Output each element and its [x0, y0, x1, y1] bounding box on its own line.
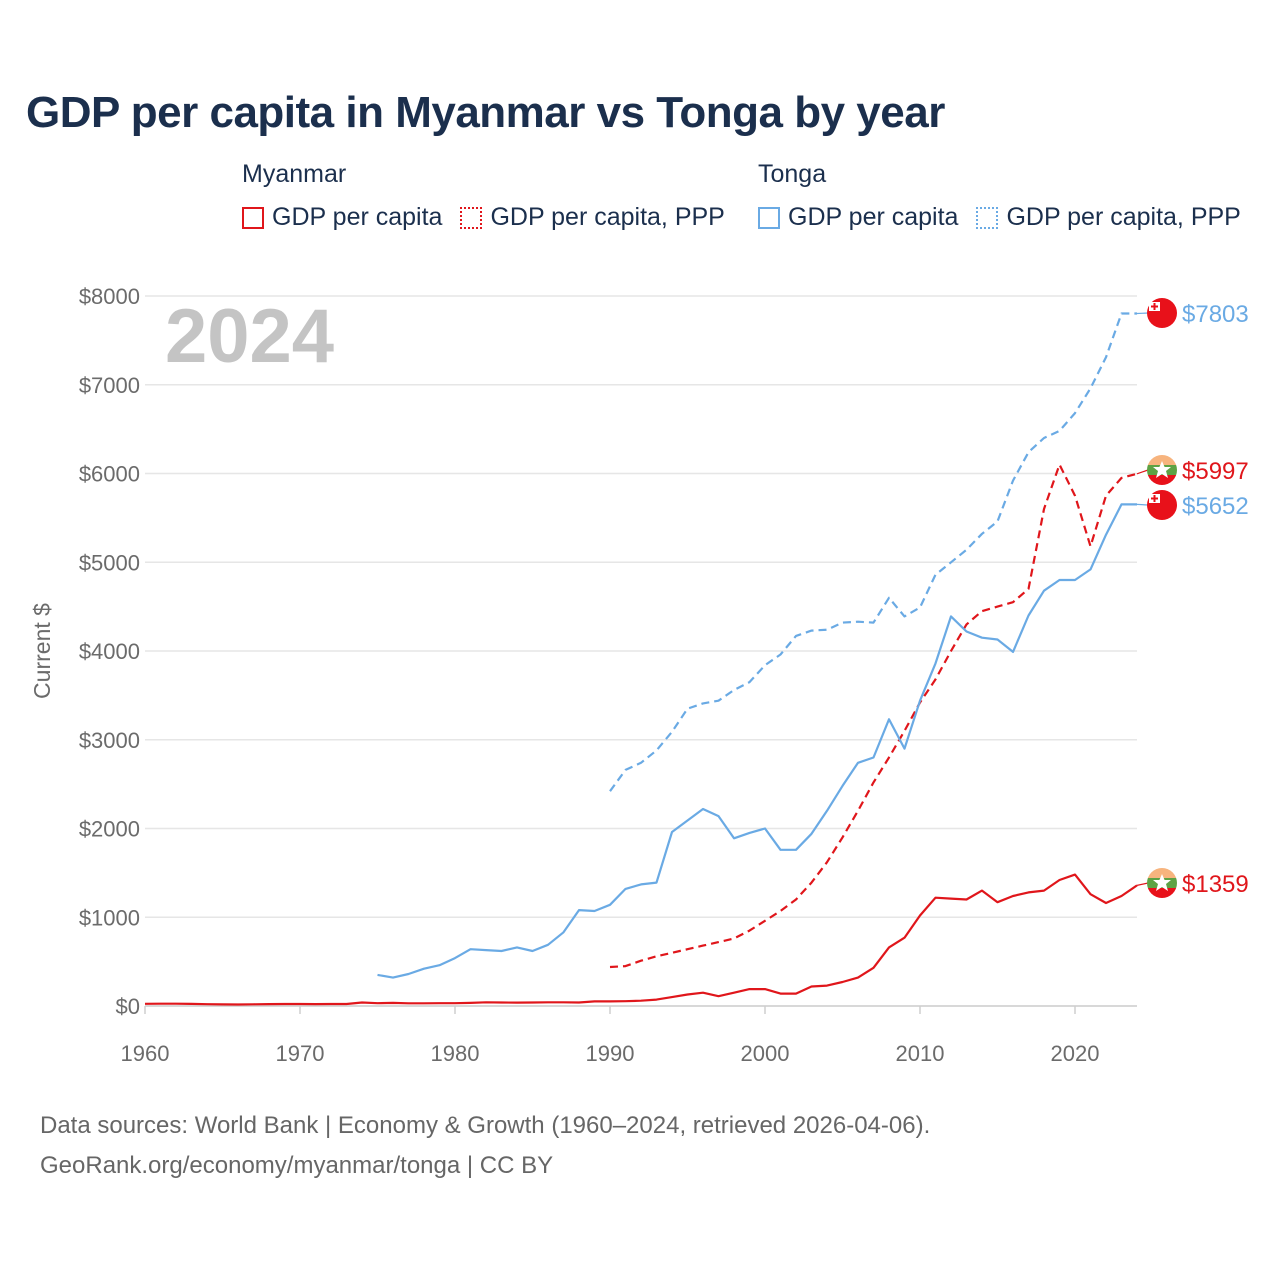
legend-swatch-dotted — [460, 206, 483, 229]
legend-myanmar: Myanmar GDP per capita GDP per capita, P… — [242, 160, 743, 232]
source-url: GeoRank.org/economy/myanmar/tonga | CC B… — [40, 1152, 554, 1179]
footer: Data sources: World Bank | Economy & Gro… — [40, 1106, 930, 1186]
x-tick-label: 1980 — [431, 1041, 480, 1066]
end-value-label: $7803 — [1182, 301, 1249, 328]
y-tick-label: $1000 — [79, 905, 140, 930]
legend-item-label: GDP per capita, PPP — [1006, 203, 1241, 231]
x-tick-label: 2000 — [741, 1041, 790, 1066]
legend-swatch-dotted — [976, 206, 999, 229]
tonga-flag-icon — [1147, 490, 1177, 520]
legend-item-label: GDP per capita — [272, 203, 443, 231]
legend-item-tonga-gdp[interactable]: GDP per capita — [758, 203, 958, 232]
x-tick-label: 2020 — [1051, 1041, 1100, 1066]
line-chart: $0 $1000 $2000 $3000 $4000 $5000 $6000 $7000 $80… — [29, 284, 1249, 1066]
end-connector — [1136, 469, 1149, 475]
myanmar-flag-icon — [1147, 455, 1177, 485]
x-tick-label: 2010 — [896, 1041, 945, 1066]
legend-item-label: GDP per capita — [788, 203, 959, 231]
tonga-flag-icon — [1147, 298, 1177, 328]
end-value-label: $1359 — [1182, 871, 1249, 898]
data-source-note: Data sources: World Bank | Economy & Gro… — [40, 1112, 931, 1139]
series-line-0 — [144, 873, 1138, 1006]
end-connector — [1136, 503, 1149, 506]
y-tick-label: $3000 — [79, 728, 140, 753]
series-line-1 — [609, 463, 1138, 969]
x-axis: 1960 1970 1980 1990 2000 2010 2020 — [121, 1005, 1137, 1066]
series-lines — [144, 312, 1138, 1006]
legend-item-label: GDP per capita, PPP — [490, 203, 725, 231]
grid — [145, 295, 1137, 1007]
myanmar-flag-icon — [1147, 868, 1177, 898]
x-tick-label: 1990 — [586, 1041, 635, 1066]
end-connector — [1136, 882, 1149, 886]
y-axis-label: Current $ — [29, 603, 55, 699]
x-tick-label: 1970 — [276, 1041, 325, 1066]
y-tick-label: $0 — [116, 994, 140, 1019]
legend-item-myanmar-gdp[interactable]: GDP per capita — [242, 203, 442, 232]
legend-tonga: Tonga GDP per capita GDP per capita, PPP — [758, 160, 1259, 232]
y-tick-label: $5000 — [79, 550, 140, 575]
y-tick-label: $7000 — [79, 373, 140, 398]
legend-item-myanmar-ppp[interactable]: GDP per capita, PPP — [460, 203, 725, 232]
end-value-label: $5652 — [1182, 493, 1249, 520]
legend-swatch-solid — [758, 206, 780, 229]
series-line-3 — [609, 312, 1137, 792]
y-tick-label: $6000 — [79, 462, 140, 487]
y-tick-label: $8000 — [79, 284, 140, 309]
legend-item-tonga-ppp[interactable]: GDP per capita, PPP — [976, 203, 1241, 232]
legend-group-name: Tonga — [758, 160, 827, 188]
x-tick-label: 1960 — [121, 1041, 170, 1066]
legend-group-name: Myanmar — [242, 160, 347, 188]
y-tick-label: $4000 — [79, 639, 140, 664]
end-labels: $1359 $5997 $5652 $7803 — [1136, 298, 1249, 898]
y-axis: $0 $1000 $2000 $3000 $4000 $5000 $6000 $7000 $80… — [79, 284, 140, 1019]
y-tick-label: $2000 — [79, 817, 140, 842]
year-label: 2024 — [165, 294, 334, 379]
chart-title: GDP per capita in Myanmar vs Tonga by ye… — [26, 88, 945, 137]
legend-swatch-solid — [242, 206, 264, 229]
series-line-2 — [377, 503, 1137, 979]
end-value-label: $5997 — [1182, 458, 1249, 485]
